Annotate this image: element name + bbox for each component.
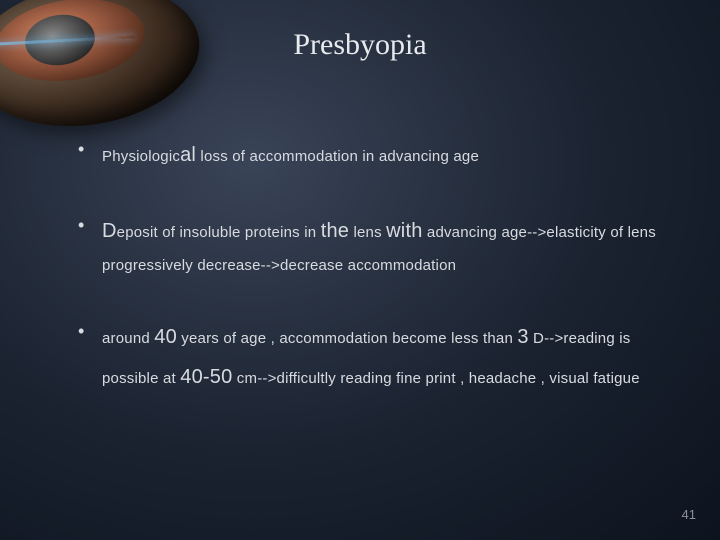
emphasis-text: 40-50 xyxy=(180,366,232,388)
bullet-dot-icon: • xyxy=(78,211,102,281)
bullet-item: •around 40 years of age , accommodation … xyxy=(78,317,675,397)
bullet-item: •Deposit of insoluble proteins in the le… xyxy=(78,211,675,281)
body-text: around xyxy=(102,330,154,347)
emphasis-text: the xyxy=(321,220,349,242)
slide-title: Presbyopia xyxy=(0,28,720,62)
bullet-text: Deposit of insoluble proteins in the len… xyxy=(102,211,675,281)
body-text: eposit of insoluble proteins in xyxy=(117,224,321,241)
bullet-text: Physiological loss of accommodation in a… xyxy=(102,135,675,175)
bullet-list: •Physiological loss of accommodation in … xyxy=(78,135,675,433)
emphasis-text: 40 xyxy=(154,326,177,348)
bullet-item: •Physiological loss of accommodation in … xyxy=(78,135,675,175)
body-text: loss of accommodation in advancing age xyxy=(196,148,479,165)
emphasis-text: with xyxy=(386,220,422,242)
body-text: cm-->difficultly reading fine print , he… xyxy=(232,370,639,387)
page-number: 41 xyxy=(682,507,696,522)
emphasis-text: 3 xyxy=(517,326,528,348)
body-text: Physiologic xyxy=(102,148,180,165)
emphasis-text: D xyxy=(102,220,117,242)
body-text: years of age , accommodation become less… xyxy=(177,330,517,347)
bullet-dot-icon: • xyxy=(78,317,102,397)
bullet-text: around 40 years of age , accommodation b… xyxy=(102,317,675,397)
body-text: lens xyxy=(349,224,386,241)
bullet-dot-icon: • xyxy=(78,135,102,175)
emphasis-text: al xyxy=(180,144,196,166)
